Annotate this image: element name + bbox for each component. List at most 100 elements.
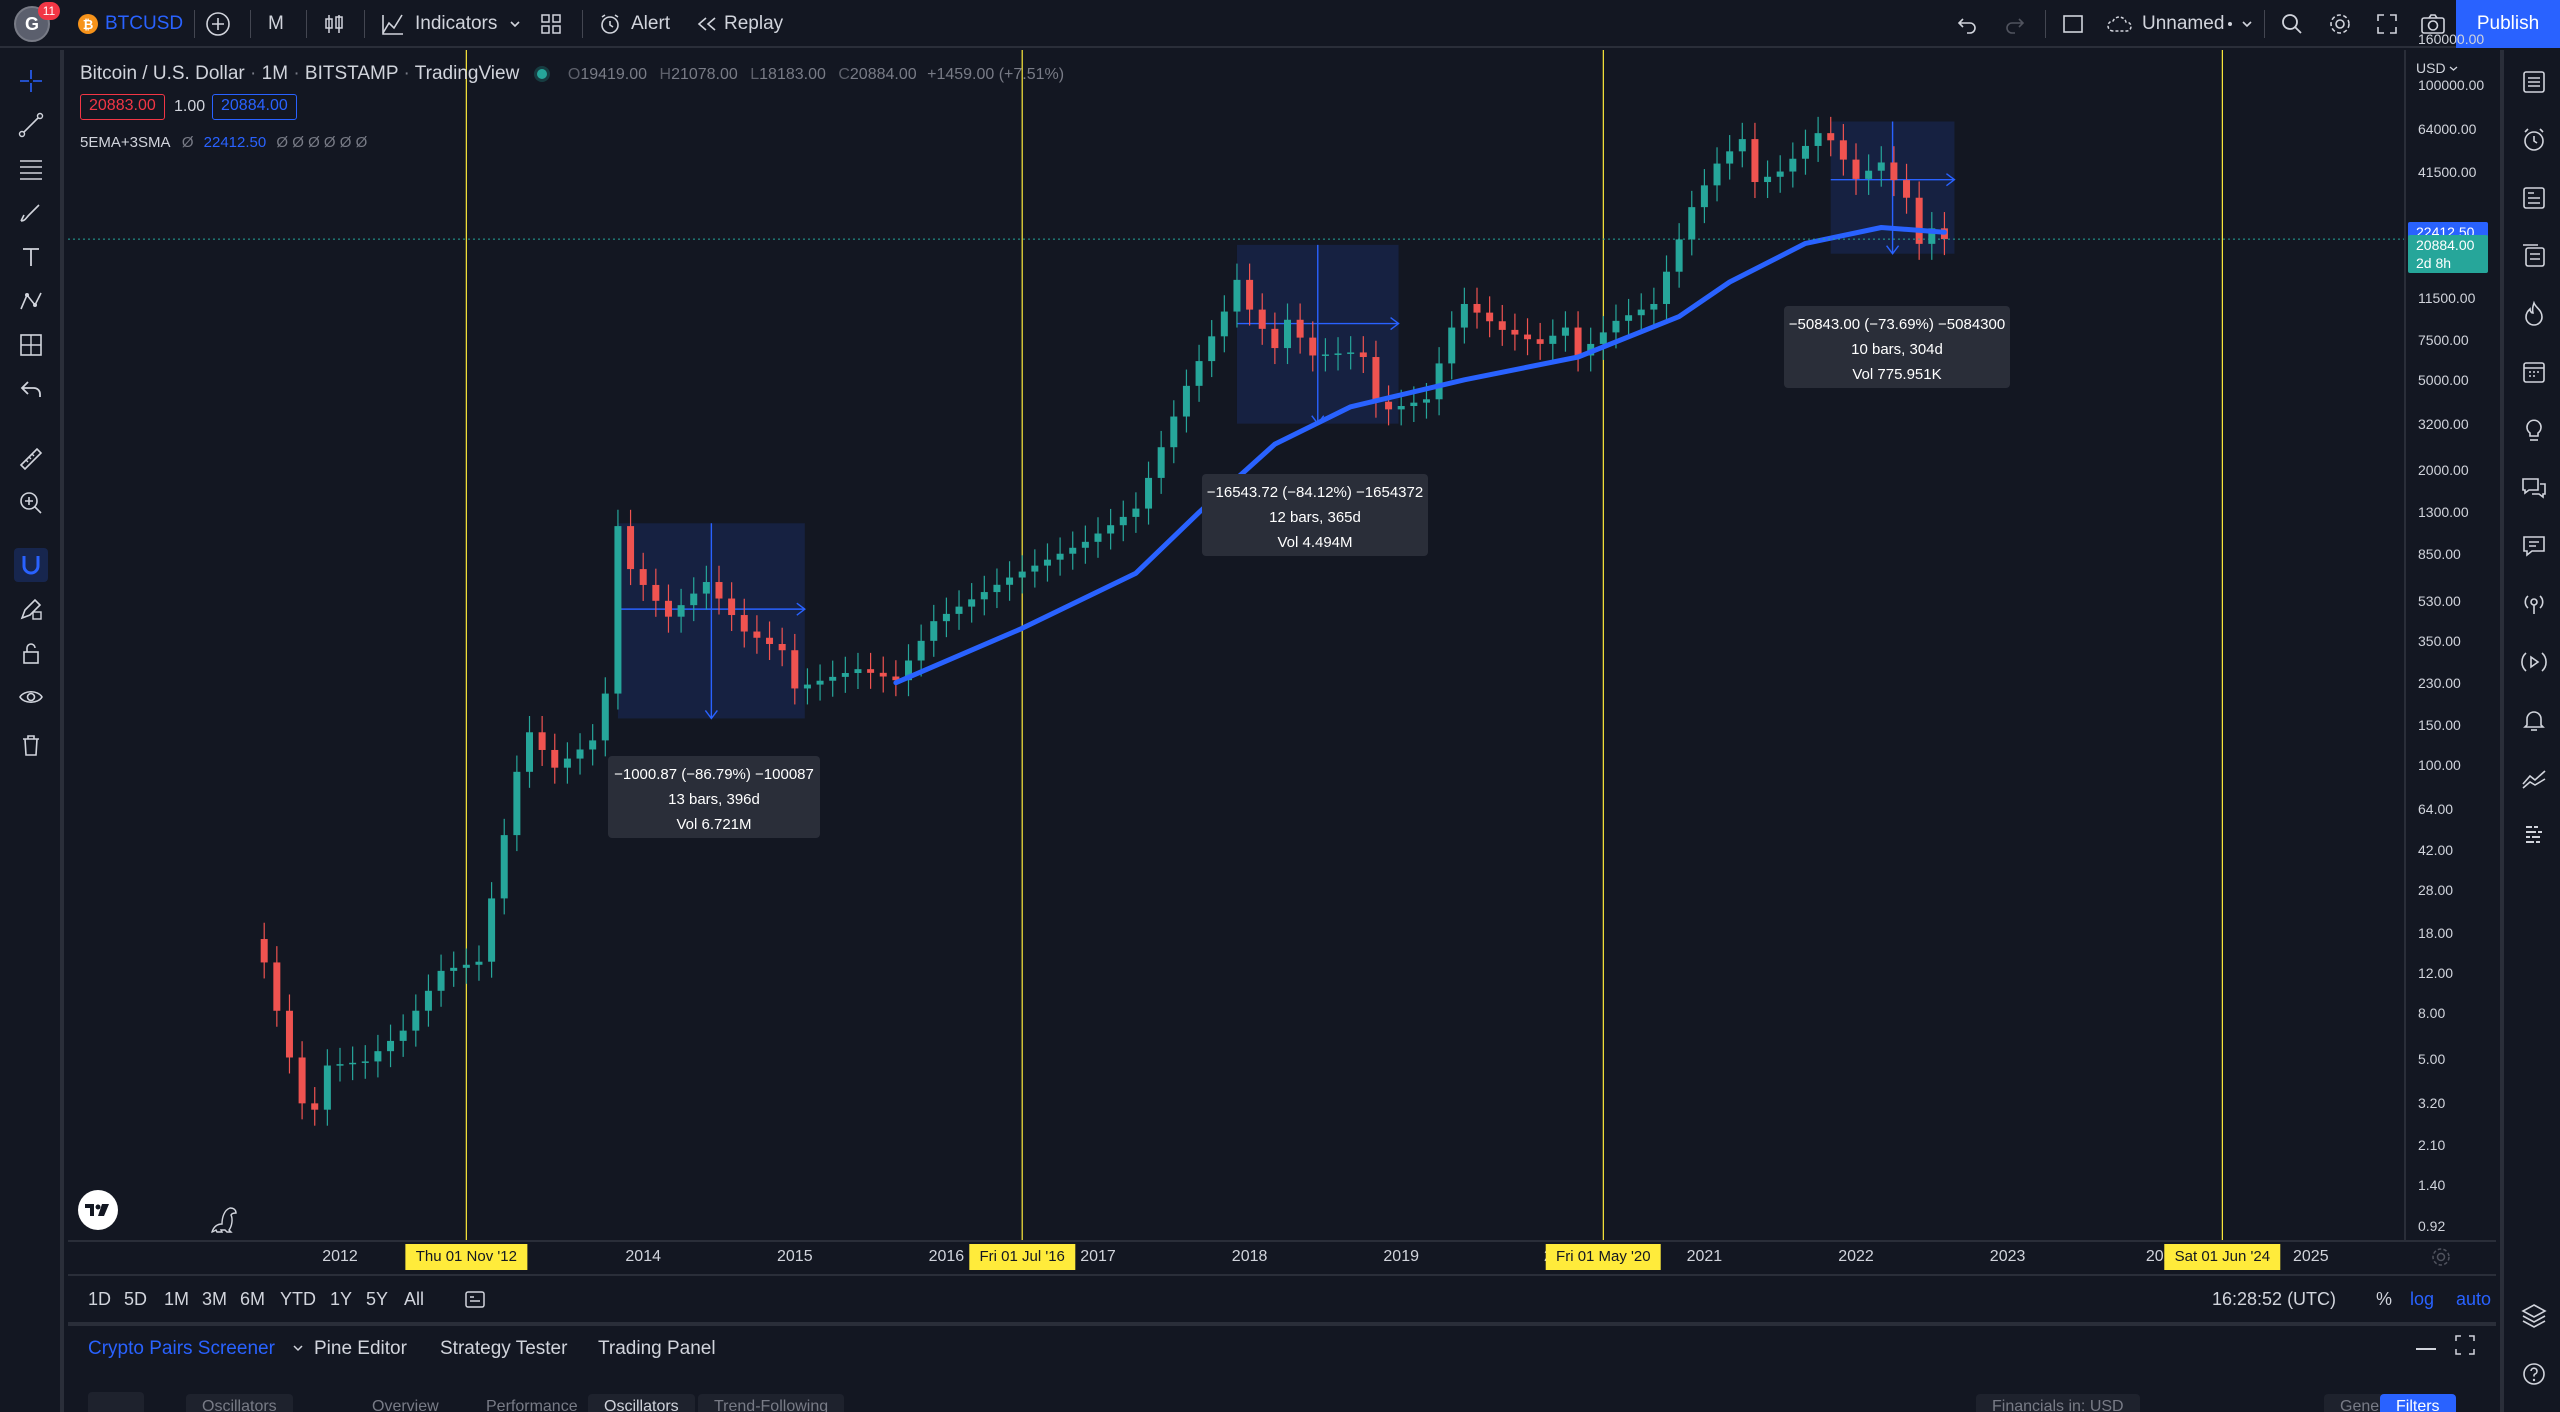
prediction-tool[interactable] [14, 328, 48, 362]
screener-tab-oscillators[interactable]: Oscillators [588, 1394, 695, 1412]
price-scale-label: 7500.00 [2418, 331, 2469, 348]
text-tool[interactable] [14, 240, 48, 274]
screener-tab-performance[interactable]: Performance [486, 1398, 578, 1412]
snapshot-button[interactable] [2420, 0, 2446, 48]
financials-currency-dropdown[interactable]: Financials in: USD [1976, 1394, 2140, 1412]
undo-button[interactable] [1956, 0, 1978, 48]
filters-button[interactable]: Filters [2380, 1394, 2456, 1412]
auto-scale-toggle[interactable]: auto [2456, 1288, 2492, 1309]
indicators-icon [382, 14, 403, 35]
chart-pane[interactable]: Bitcoin / U.S. Dollar · 1M · BITSTAMP · … [68, 50, 2404, 1240]
symbol-search-button[interactable]: ₿ BTCUSD [78, 0, 183, 48]
alerts-log-button[interactable] [2516, 702, 2552, 738]
currency-selector[interactable]: USD [2416, 60, 2458, 76]
keep-drawing-tool[interactable] [14, 592, 48, 626]
alerts-button[interactable] [2516, 122, 2552, 158]
range-button-5d[interactable]: 5D [124, 1288, 148, 1309]
chart-type-button[interactable] [322, 0, 346, 48]
replay-button[interactable]: Replay [696, 0, 783, 48]
help-button[interactable] [2516, 1356, 2552, 1392]
trading-ideas-button[interactable] [2516, 760, 2552, 796]
fib-tool[interactable] [14, 152, 48, 186]
bid-price[interactable]: 20883.00 [80, 94, 165, 120]
fullscreen-layout-button[interactable] [2062, 0, 2084, 48]
hide-drawings-tool[interactable] [14, 680, 48, 714]
hotlists-button[interactable] [2516, 296, 2552, 332]
range-button-all[interactable]: All [404, 1288, 425, 1309]
candle-body [412, 1010, 420, 1031]
maximize-panel-button[interactable] [2454, 1334, 2476, 1361]
crosshair-tool[interactable] [14, 64, 48, 98]
redo-button[interactable] [2004, 0, 2026, 48]
candle-body [1448, 327, 1456, 364]
screener-tab-overview[interactable]: Overview [372, 1398, 439, 1412]
tab-pine-editor[interactable]: Pine Editor [314, 1338, 407, 1359]
indicators-dropdown[interactable] [508, 0, 522, 48]
tab-trading-panel[interactable]: Trading Panel [598, 1338, 716, 1359]
remove-drawings-tool[interactable] [14, 728, 48, 762]
legend-interval: 1M [261, 63, 289, 84]
percent-scale-toggle[interactable]: % [2376, 1288, 2393, 1309]
time-axis[interactable]: 2012201420152016201720182019202021202220… [68, 1240, 2496, 1272]
calendar-icon [465, 1291, 485, 1308]
utc-clock[interactable]: 16:28:52 (UTC) [2212, 1288, 2337, 1309]
pattern-tool[interactable] [14, 284, 48, 318]
object-tree-button[interactable] [2516, 238, 2552, 274]
screener-preset-dropdown[interactable]: Oscillators [186, 1394, 293, 1412]
data-window-button[interactable] [2516, 180, 2552, 216]
candle-body [437, 970, 445, 991]
layout-menu-dropdown[interactable] [2240, 0, 2254, 48]
candle-body [1321, 354, 1329, 356]
ask-price[interactable]: 20884.00 [212, 94, 297, 120]
range-button-3m[interactable]: 3M [202, 1288, 228, 1309]
streams-button[interactable] [2516, 528, 2552, 564]
range-button-1d[interactable]: 1D [88, 1288, 112, 1309]
watchlist-button[interactable] [2516, 64, 2552, 100]
screener-tab-trend-following[interactable]: Trend-Following [698, 1394, 845, 1412]
fullscreen-button[interactable] [2376, 0, 2398, 48]
range-button-5y[interactable]: 5Y [366, 1288, 389, 1309]
quick-search-button[interactable] [2280, 0, 2304, 48]
go-to-date-button[interactable] [464, 1276, 486, 1322]
dom-button[interactable] [2516, 818, 2552, 854]
minimize-panel-button[interactable] [2416, 1348, 2436, 1350]
range-button-1m[interactable]: 1M [164, 1288, 190, 1309]
lock-drawings-tool[interactable] [14, 636, 48, 670]
interval-button[interactable]: M [268, 0, 284, 48]
price-chart[interactable] [68, 50, 2404, 1240]
range-button-6m[interactable]: 6M [240, 1288, 266, 1309]
settings-button[interactable] [2328, 0, 2352, 48]
symbol-legend[interactable]: Bitcoin / U.S. Dollar · 1M · BITSTAMP · … [80, 63, 1065, 84]
zoom-tool[interactable] [14, 486, 48, 520]
candle-body [1284, 319, 1291, 349]
tab-crypto-pairs-screener[interactable]: Crypto Pairs Screener [88, 1338, 304, 1360]
log-scale-toggle[interactable]: log [2410, 1288, 2435, 1309]
price-scale[interactable]: USD 160000.00 100000.00 64000.00 41500.00 11… [2404, 31, 2496, 1240]
indicator-legend[interactable]: 5EMA+3SMA Ø 22412.50 Ø Ø Ø Ø Ø Ø [80, 134, 367, 151]
brush-tool[interactable] [14, 196, 48, 230]
trend-line-tool[interactable] [14, 108, 48, 142]
compare-symbol-button[interactable] [205, 0, 231, 48]
magnet-tool[interactable] [14, 548, 48, 582]
alert-button[interactable]: Alert [598, 0, 670, 48]
publish-button[interactable]: Publish [2456, 0, 2560, 48]
layout-templates-button[interactable] [540, 0, 562, 48]
tab-strategy-tester[interactable]: Strategy Tester [440, 1338, 568, 1359]
indicators-button[interactable]: Indicators [380, 0, 497, 48]
tradingview-logo[interactable] [78, 1190, 118, 1230]
notifications-button[interactable] [2516, 586, 2552, 622]
indicator-value: 22412.50 [203, 134, 267, 151]
axis-settings-button[interactable] [2430, 1246, 2452, 1273]
layout-name-button[interactable]: Unnamed [2106, 0, 2233, 48]
chats-button[interactable] [2516, 470, 2552, 506]
layers-button[interactable] [2516, 1298, 2552, 1334]
ruler-tool[interactable] [14, 442, 48, 476]
range-button-ytd[interactable]: YTD [280, 1288, 316, 1309]
range-button-1y[interactable]: 1Y [330, 1288, 353, 1309]
ideas-button[interactable] [2516, 412, 2552, 448]
calendar-button[interactable] [2516, 354, 2552, 390]
candle-body [1751, 139, 1759, 183]
replay-panel-button[interactable] [2516, 644, 2552, 680]
undo-drawing-tool[interactable] [14, 372, 48, 406]
refresh-button[interactable] [88, 1392, 144, 1412]
